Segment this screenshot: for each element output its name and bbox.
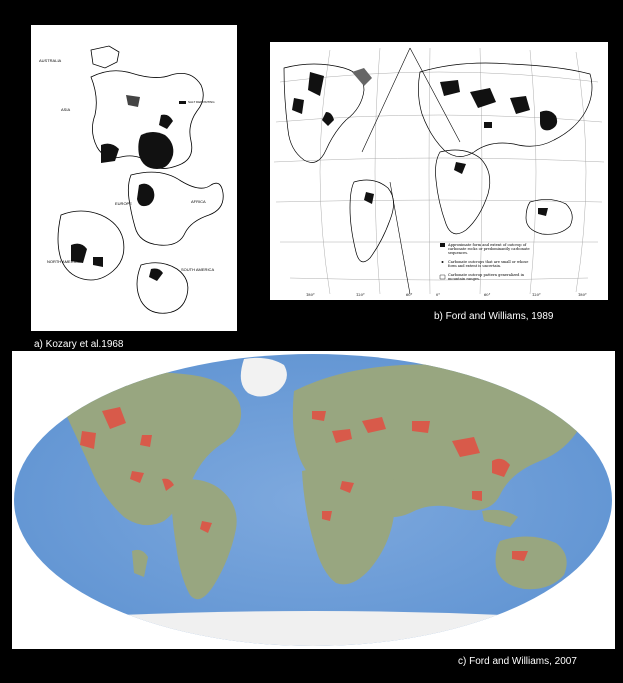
legend-b-line-3: sequences. (448, 251, 468, 255)
legend-b-line-2: carbonate rocks or predominantly carbona… (448, 247, 530, 251)
tick-label: 180° (306, 293, 315, 297)
tick-label: 120° (532, 293, 541, 297)
label-south-america: SOUTH AMERICA (181, 267, 214, 272)
label-north-america: NORTH AMERICA (47, 259, 81, 264)
label-africa: AFRICA (191, 199, 206, 204)
label-europe: EUROPE (115, 201, 132, 206)
tick-label: 60° (484, 293, 491, 297)
kozary-1968-map: SALT DEPOSITING AUSTRALIA ASIA EUROPE AF… (31, 25, 237, 331)
tick-label: 0° (436, 293, 440, 297)
legend-label-a: SALT DEPOSITING (188, 100, 215, 104)
label-asia: ASIA (61, 107, 70, 112)
legend-b-line-4: Carbonate outcrops that are small or who… (448, 260, 528, 264)
map-panel-b: Approximate form and extent of outcrop o… (270, 42, 608, 300)
tick-label: 180° (578, 293, 587, 297)
tick-label: 60° (406, 293, 413, 297)
map-panel-a: SALT DEPOSITING AUSTRALIA ASIA EUROPE AF… (31, 25, 237, 331)
legend-b-line-1: Approximate form and extent of outcrop o… (447, 243, 527, 247)
legend-b-line-5: form and extent is uncertain. (448, 264, 501, 268)
label-australia: AUSTRALIA (39, 58, 62, 63)
caption-panel-b: b) Ford and Williams, 1989 (434, 311, 554, 322)
legend-b-line-6: Carbonate outcrop pattern generalized in (448, 273, 525, 277)
map-panel-c (12, 351, 615, 649)
ford-williams-2007-map (12, 351, 615, 649)
caption-panel-c: c) Ford and Williams, 2007 (458, 656, 577, 667)
ford-williams-1989-map: Approximate form and extent of outcrop o… (270, 42, 608, 300)
caption-panel-a: a) Kozary et al.1968 (34, 339, 124, 350)
legend-b-line-7: mountain ranges. (448, 277, 480, 281)
tick-label: 120° (356, 293, 365, 297)
